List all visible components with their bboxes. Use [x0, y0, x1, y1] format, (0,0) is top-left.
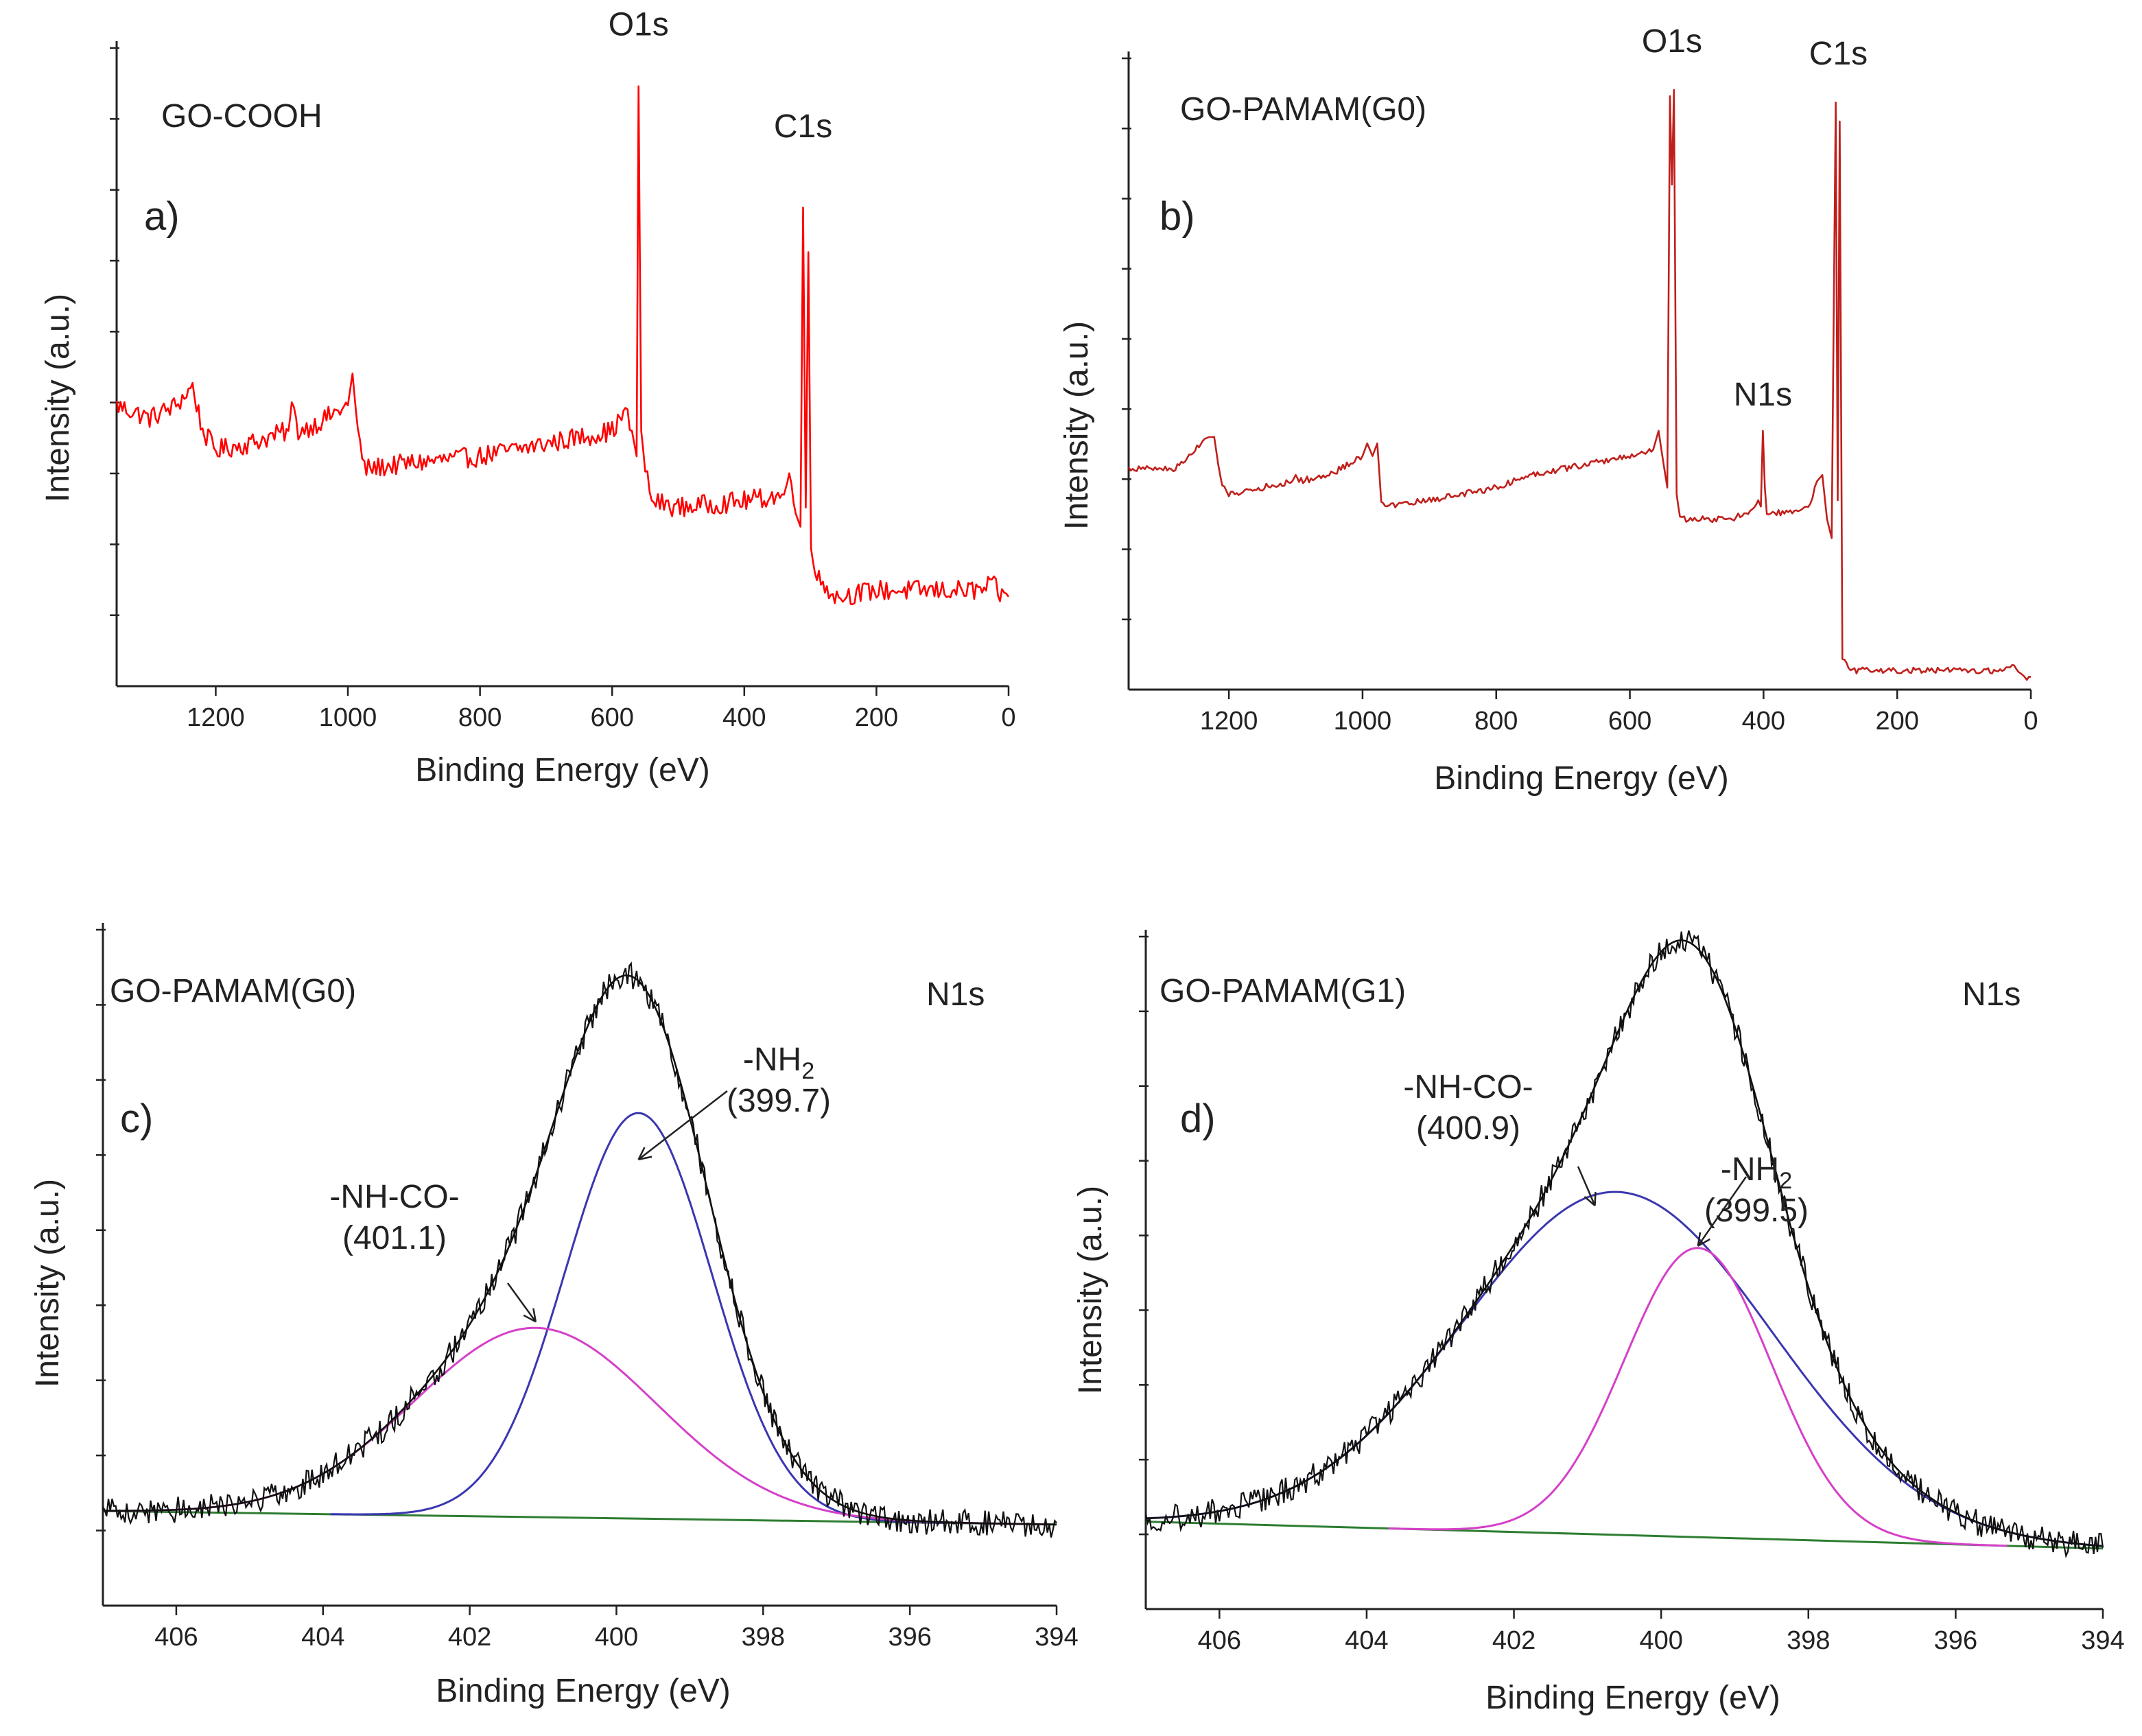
panel-title-c: GO-PAMAM(G0) [110, 973, 356, 1009]
baseline-line [1145, 1521, 2104, 1550]
y-axis-label-a: Intensity (a.u.) [40, 294, 76, 502]
x-tick-label: 406 [154, 1623, 198, 1652]
x-tick-label: 400 [722, 703, 766, 732]
panel-letter-c: c) [120, 1096, 153, 1141]
x-tick-label: 396 [888, 1623, 931, 1652]
peak-label: C1s [1809, 36, 1868, 72]
x-axis-label-a: Binding Energy (eV) [415, 752, 710, 788]
component-curve [1389, 1247, 2008, 1547]
annotation-arrowhead [1584, 1191, 1597, 1206]
annotation-arrow [506, 1282, 537, 1323]
x-tick-label: 1000 [1334, 707, 1392, 736]
x-tick-label: 800 [458, 703, 502, 732]
x-tick-label: 600 [1608, 707, 1651, 736]
x-tick-label: 0 [2023, 707, 2038, 736]
x-tick-label: 404 [1345, 1626, 1388, 1655]
panel-letter-b: b) [1160, 194, 1195, 239]
x-tick-label: 200 [1875, 707, 1918, 736]
annotation-value: (399.5) [1704, 1193, 1809, 1229]
panel-title-d: GO-PAMAM(G1) [1160, 973, 1406, 1009]
plot-area-c: 406 404 402 400 398 396 394-NH2(399.7)-NH-CO-(… [96, 923, 1079, 1652]
x-tick-label: 402 [1492, 1626, 1535, 1655]
corner-label-c: N1s [926, 976, 985, 1013]
peak-label: N1s [1734, 377, 1792, 413]
x-axis-label-c: Binding Energy (eV) [436, 1673, 731, 1709]
x-tick-label: 402 [448, 1623, 491, 1652]
x-tick-label: 200 [855, 703, 898, 732]
y-axis-label-d: Intensity (a.u.) [1072, 1186, 1109, 1394]
annotation-value: (399.7) [727, 1083, 831, 1119]
panel-title-b: GO-PAMAM(G0) [1180, 91, 1426, 128]
y-axis-label-c: Intensity (a.u.) [30, 1179, 66, 1387]
x-tick-label: 398 [1787, 1626, 1830, 1655]
x-tick-label: 394 [1035, 1623, 1078, 1652]
x-tick-label: 394 [2081, 1626, 2124, 1655]
annotation-value: (400.9) [1416, 1110, 1520, 1147]
panel-a-go-cooh-survey: 1200 1000 800 600 400 200 0 O1s C1s GO-COOH a) B… [40, 6, 1016, 788]
annotation-arrow [1577, 1166, 1596, 1206]
corner-label-d: N1s [1962, 976, 2021, 1013]
annotation-arrowhead [523, 1308, 537, 1323]
spectrum-line [115, 85, 1010, 605]
peak-label: O1s [1642, 23, 1702, 60]
raw-data-curve [1144, 930, 2104, 1558]
annotation-label: -NH-CO- [1403, 1069, 1533, 1105]
peak-label: C1s [774, 108, 832, 145]
x-tick-label: 400 [1742, 707, 1785, 736]
x-tick-label: 404 [301, 1623, 344, 1652]
x-tick-label: 1000 [319, 703, 377, 732]
annotation-label: -NH-CO- [329, 1179, 459, 1215]
x-tick-label: 0 [1001, 703, 1015, 732]
plot-area-b: 1200 1000 800 600 400 200 0 O1s N1s C1s [1122, 23, 2038, 736]
y-axis-label-b: Intensity (a.u.) [1059, 321, 1095, 530]
x-tick-label: 400 [595, 1623, 638, 1652]
annotation-arrow [1697, 1176, 1747, 1247]
x-tick-label: 800 [1474, 707, 1518, 736]
raw-data-curve [102, 961, 1057, 1538]
panel-letter-d: d) [1180, 1096, 1216, 1141]
annotation-arrow [637, 1090, 728, 1160]
x-axis-label-b: Binding Energy (eV) [1434, 760, 1729, 797]
panel-c-go-pamam-g0-n1s: 406 404 402 400 398 396 394-NH2(399.7)-NH-CO-(… [30, 923, 1079, 1709]
panel-title-a: GO-COOH [161, 98, 322, 134]
x-tick-label: 1200 [1200, 707, 1258, 736]
annotation-arrowhead [637, 1147, 652, 1161]
annotation-value: (401.1) [342, 1220, 447, 1256]
annotation-arrowhead [1697, 1232, 1710, 1247]
spectrum-line [1127, 89, 2032, 681]
x-axis-label-d: Binding Energy (eV) [1485, 1680, 1780, 1716]
x-tick-label: 1200 [187, 703, 245, 732]
x-tick-label: 406 [1198, 1626, 1241, 1655]
panel-b-go-pamam-g0-survey: 1200 1000 800 600 400 200 0 O1s N1s C1s GO-PAMAM(… [1059, 23, 2038, 797]
panel-letter-a: a) [144, 194, 180, 239]
x-tick-label: 600 [591, 703, 634, 732]
x-tick-label: 396 [1934, 1626, 1977, 1655]
x-tick-label: 398 [742, 1623, 785, 1652]
x-tick-label: 400 [1639, 1626, 1682, 1655]
plot-area-a: 1200 1000 800 600 400 200 0 O1s C1s [110, 6, 1016, 732]
peak-label: O1s [609, 6, 669, 43]
